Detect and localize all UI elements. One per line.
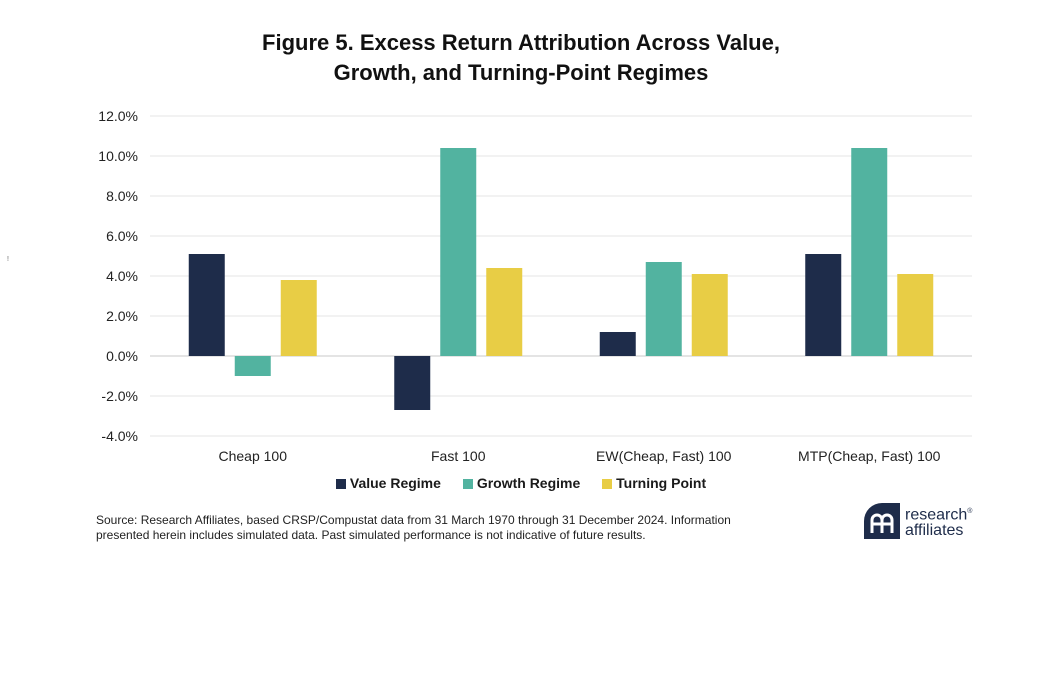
research-affiliates-logo: research® affiliates: [864, 503, 979, 543]
legend-swatch-turning-point: [602, 479, 613, 489]
y-tick-label: 4.0%: [106, 268, 138, 284]
bar: [691, 274, 728, 356]
y-tick-label: 0.0%: [106, 348, 138, 364]
legend-label-value-regime: Value Regime: [349, 475, 441, 491]
bar: [645, 262, 682, 356]
legend-label-growth-regime: Growth Regime: [476, 475, 581, 491]
bar: [599, 332, 636, 356]
chart-title-line-2: Growth, and Turning-Point Regimes: [333, 60, 709, 85]
y-tick-label: -4.0%: [101, 428, 138, 444]
bar: [280, 280, 317, 356]
y-tick-label: -2.0%: [101, 388, 138, 404]
logo-text: research® affiliates: [905, 504, 972, 539]
legend-item-value-regime: Value Regime: [335, 475, 441, 491]
logo-line-2: affiliates: [905, 522, 964, 540]
legend-swatch-value-regime: [335, 479, 346, 489]
stray-mark: !: [7, 256, 9, 263]
bar: [440, 148, 477, 356]
logo-line-1: research: [905, 506, 968, 524]
bar: [805, 254, 842, 356]
chart-title-line-1: Figure 5. Excess Return Attribution Acro…: [262, 30, 780, 55]
chart-title: Figure 5. Excess Return Attribution Acro…: [0, 28, 1042, 88]
bar: [897, 274, 934, 356]
legend-item-turning-point: Turning Point: [602, 475, 706, 491]
logo-registered: ®: [967, 508, 973, 515]
legend-item-growth-regime: Growth Regime: [462, 475, 581, 491]
bar: [394, 356, 431, 410]
x-category-label: Cheap 100: [218, 448, 287, 464]
legend-label-turning-point: Turning Point: [616, 475, 707, 491]
y-tick-label: 8.0%: [106, 188, 138, 204]
y-tick-label: 10.0%: [98, 148, 138, 164]
bar: [486, 268, 523, 356]
x-category-label: Fast 100: [431, 448, 486, 464]
x-category-label: MTP(Cheap, Fast) 100: [798, 448, 941, 464]
bar: [851, 148, 888, 356]
y-tick-label: 12.0%: [98, 108, 138, 124]
y-tick-label: 2.0%: [106, 308, 138, 324]
bar: [188, 254, 225, 356]
y-tick-label: 6.0%: [106, 228, 138, 244]
bar: [234, 356, 271, 376]
x-category-label: EW(Cheap, Fast) 100: [596, 448, 732, 464]
logo-mark-icon: [864, 503, 900, 539]
legend-swatch-growth-regime: [462, 479, 473, 489]
legend: Value Regime Growth Regime Turning Point: [0, 475, 1042, 491]
source-note: Source: Research Affiliates, based CRSP/…: [96, 513, 731, 542]
